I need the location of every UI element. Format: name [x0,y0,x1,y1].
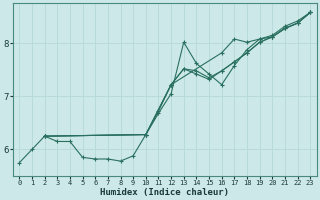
X-axis label: Humidex (Indice chaleur): Humidex (Indice chaleur) [100,188,229,197]
